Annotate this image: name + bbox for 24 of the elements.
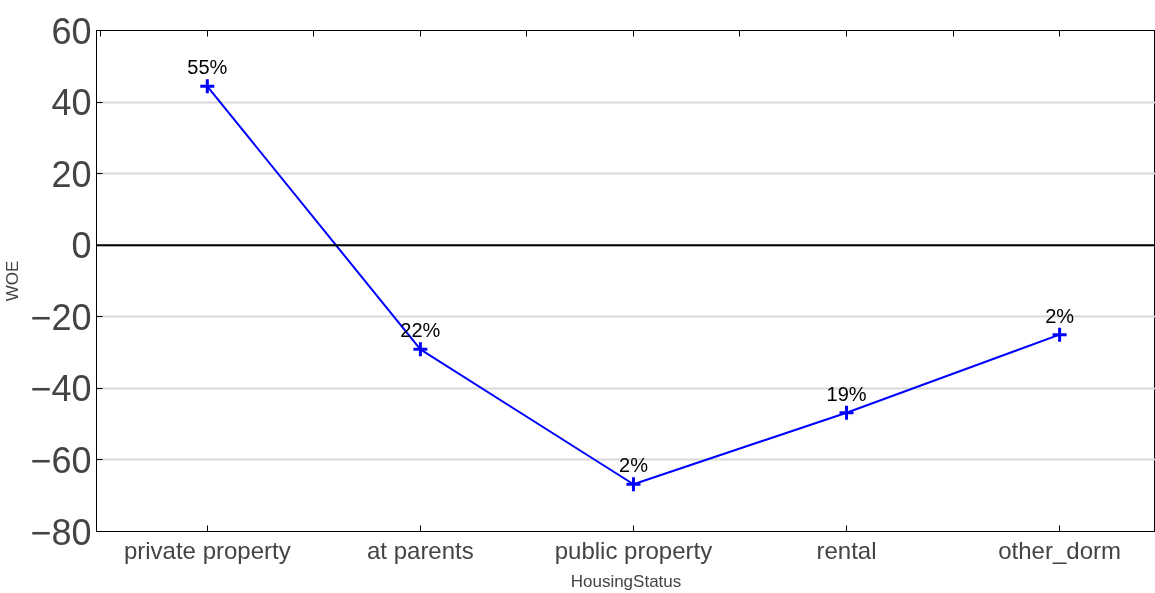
annotation: 2% xyxy=(1045,304,1075,327)
point xyxy=(411,340,429,358)
y-tick-label: 20 xyxy=(51,153,92,195)
y-tick-label: 40 xyxy=(51,82,92,124)
point xyxy=(838,404,856,422)
x-tick-label: public property xyxy=(554,536,713,564)
y-tick-label: −60 xyxy=(30,439,92,481)
x-axis-title: HousingStatus xyxy=(570,571,682,591)
annotation: 2% xyxy=(619,454,649,477)
y-tick-label: 60 xyxy=(51,10,92,52)
y-tick-label: 0 xyxy=(71,225,92,267)
x-tick-label: rental xyxy=(816,536,877,564)
y-axis-title: WOE xyxy=(3,260,23,302)
y-tick-label: −20 xyxy=(30,296,92,338)
x-tick-label: other_dorm xyxy=(998,536,1121,564)
annotation: 55% xyxy=(187,56,228,79)
x-tick-label: private property xyxy=(123,536,291,564)
y-tick-label: −80 xyxy=(30,511,92,553)
annotation: 19% xyxy=(826,382,867,405)
y-tick-label: −40 xyxy=(30,368,92,410)
x-tick-label: at parents xyxy=(367,536,474,564)
point xyxy=(198,77,216,95)
point xyxy=(1051,326,1069,344)
point xyxy=(624,475,642,493)
